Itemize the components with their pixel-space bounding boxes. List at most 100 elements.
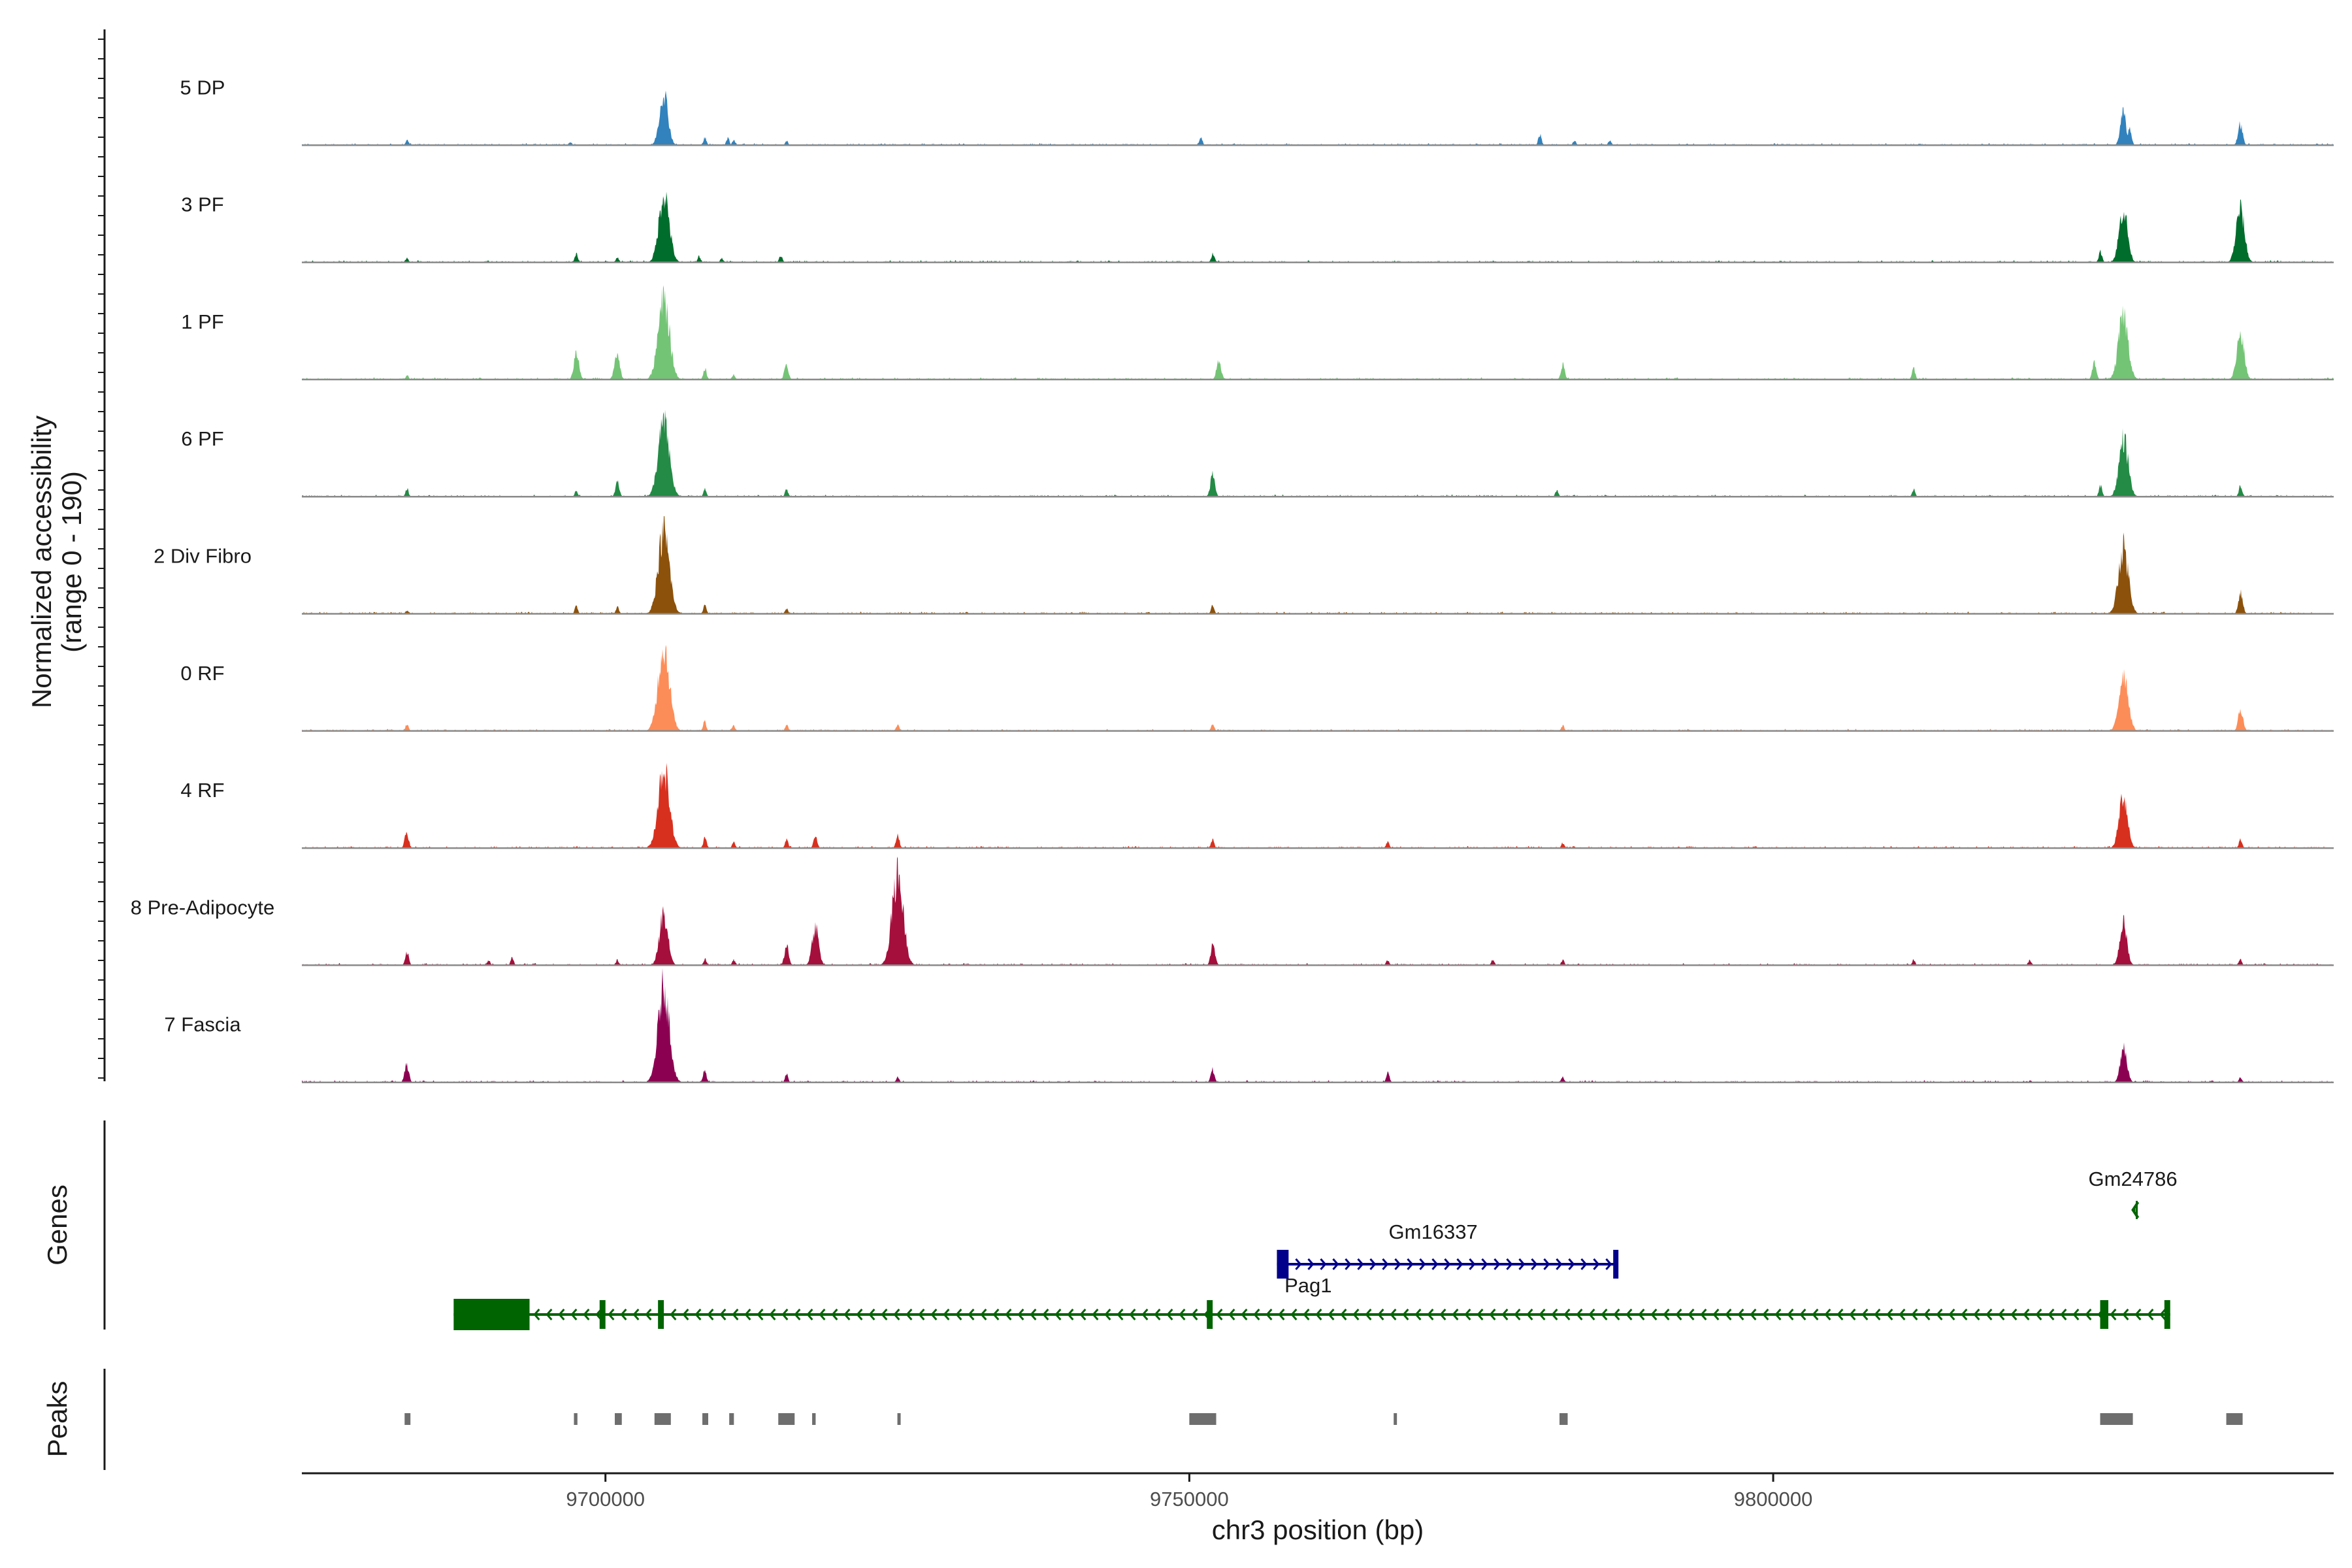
strand-arrow	[1030, 1309, 1037, 1320]
strand-arrow	[1332, 1258, 1339, 1270]
strand-arrow	[1357, 1258, 1364, 1270]
strand-arrow	[1079, 1309, 1086, 1320]
strand-arrow	[1452, 1309, 1459, 1320]
strand-arrow	[1985, 1309, 1993, 1320]
peak-region	[812, 1413, 816, 1425]
track-8-pre-adipocyte: 8 Pre-Adipocyte	[131, 857, 2334, 966]
strand-arrow	[1328, 1309, 1335, 1320]
strand-arrow	[1315, 1309, 1322, 1320]
strand-arrow	[769, 1309, 776, 1320]
strand-arrow	[1390, 1309, 1397, 1320]
strand-arrow	[781, 1309, 789, 1320]
strand-arrow	[1613, 1309, 1620, 1320]
strand-arrow	[1973, 1309, 1980, 1320]
x-axis: 9700000 9750000 9800000	[302, 1472, 2334, 1511]
strand-arrow	[1601, 1309, 1608, 1320]
strand-arrow	[930, 1309, 938, 1320]
strand-arrow	[1568, 1258, 1575, 1270]
strand-arrow	[1414, 1309, 1422, 1320]
strand-arrow	[1688, 1309, 1695, 1320]
track-label: 3 PF	[181, 193, 223, 216]
coverage-area	[302, 285, 2334, 380]
exon	[1277, 1250, 1289, 1279]
strand-arrow	[670, 1309, 677, 1320]
exon	[453, 1299, 530, 1330]
strand-arrow	[1588, 1309, 1595, 1320]
coverage-y-axis	[98, 29, 106, 1081]
strand-arrow	[2134, 1309, 2142, 1320]
strand-arrow	[1352, 1309, 1360, 1320]
strand-arrow	[1141, 1309, 1149, 1320]
strand-arrow	[831, 1309, 838, 1320]
strand-arrow	[1117, 1309, 1124, 1320]
strand-arrow	[1837, 1309, 1844, 1320]
strand-arrow	[843, 1309, 851, 1320]
strand-arrow	[2048, 1309, 2055, 1320]
strand-arrow	[992, 1309, 1000, 1320]
gene-pag1: Pag1	[453, 1274, 2170, 1330]
strand-arrow	[1824, 1309, 1831, 1320]
strand-arrow	[1278, 1309, 1285, 1320]
strand-arrow	[1514, 1309, 1521, 1320]
strand-arrow	[1489, 1309, 1496, 1320]
x-tick-label: 9800000	[1734, 1488, 1813, 1511]
strand-arrow	[1419, 1258, 1426, 1270]
strand-arrow	[1431, 1258, 1439, 1270]
coverage-area	[302, 857, 2334, 966]
strand-arrow	[1886, 1309, 1893, 1320]
strand-arrow	[2035, 1309, 2042, 1320]
exon	[2164, 1300, 2170, 1329]
strand-arrow	[794, 1309, 801, 1320]
strand-arrow	[1961, 1309, 1968, 1320]
strand-arrow	[1382, 1258, 1389, 1270]
exon	[1207, 1300, 1213, 1329]
strand-arrow	[732, 1309, 739, 1320]
peaks-panel: Peaks	[42, 1369, 2243, 1470]
strand-arrow	[1580, 1258, 1588, 1270]
strand-arrow	[1439, 1309, 1446, 1320]
strand-arrow	[1017, 1309, 1024, 1320]
x-axis-title: chr3 position (bp)	[1212, 1514, 1424, 1545]
strand-arrow	[1518, 1258, 1526, 1270]
track-2-div-fibro: 2 Div Fibro	[154, 515, 2334, 615]
strand-arrow	[1345, 1258, 1352, 1270]
strand-arrow	[1191, 1309, 1198, 1320]
strand-arrow	[694, 1309, 702, 1320]
strand-arrow	[1005, 1309, 1012, 1320]
strand-arrow	[632, 1309, 640, 1320]
strand-arrow	[1700, 1309, 1707, 1320]
strand-arrow	[1539, 1309, 1546, 1320]
peak-region	[897, 1413, 901, 1425]
gene-label: Gm24786	[2089, 1168, 2178, 1190]
strand-arrow	[645, 1309, 652, 1320]
strand-arrow	[1456, 1258, 1463, 1270]
track-7-fascia: 7 Fascia	[164, 968, 2334, 1083]
strand-arrow	[1936, 1309, 1943, 1320]
strand-arrow	[1861, 1309, 1869, 1320]
strand-arrow	[1787, 1309, 1794, 1320]
strand-arrow	[1092, 1309, 1099, 1320]
strand-arrow	[1874, 1309, 1881, 1320]
strand-arrow	[1054, 1309, 1062, 1320]
strand-arrow	[2122, 1309, 2129, 1320]
strand-arrow	[2159, 1309, 2166, 1320]
strand-arrow	[2110, 1309, 2117, 1320]
strand-arrow	[1650, 1309, 1658, 1320]
strand-arrow	[1593, 1258, 1600, 1270]
strand-arrow	[1464, 1309, 1471, 1320]
strand-arrow	[1948, 1309, 1955, 1320]
strand-arrow	[1104, 1309, 1111, 1320]
strand-arrow	[1663, 1309, 1670, 1320]
strand-arrow	[1543, 1258, 1550, 1270]
peak-region	[615, 1413, 622, 1425]
exon	[2100, 1300, 2109, 1329]
strand-arrow	[682, 1309, 689, 1320]
track-0-rf: 0 RF	[180, 644, 2334, 732]
strand-arrow	[918, 1309, 925, 1320]
exon	[599, 1300, 606, 1329]
strand-arrow	[1469, 1258, 1476, 1270]
track-4-rf: 4 RF	[180, 762, 2334, 849]
strand-arrow	[757, 1309, 764, 1320]
strand-arrow	[893, 1309, 900, 1320]
strand-arrow	[1531, 1258, 1538, 1270]
